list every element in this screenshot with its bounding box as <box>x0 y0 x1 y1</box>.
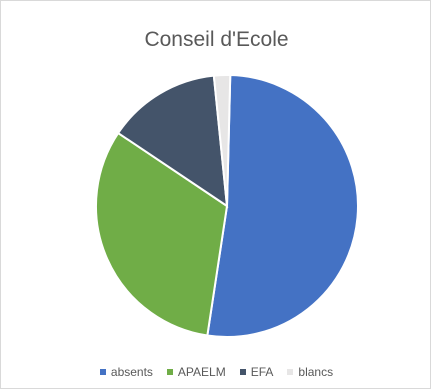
chart-legend: absents APAELM EFA blancs <box>1 365 431 379</box>
legend-swatch-absents <box>99 369 106 375</box>
legend-label-efa: EFA <box>250 365 274 379</box>
legend-label-apaelm: APAELM <box>177 365 226 379</box>
chart-title: Conseil d'Ecole <box>144 28 289 51</box>
legend-item-blancs: blancs <box>287 365 333 379</box>
legend-label-absents: absents <box>110 365 153 379</box>
pie-slice-apaelm <box>95 131 229 337</box>
legend-item-absents: absents <box>99 365 153 379</box>
pie-slice-absents <box>206 74 359 338</box>
legend-swatch-blancs <box>287 369 294 375</box>
pie-slice-efa <box>116 74 229 209</box>
legend-item-efa: EFA <box>239 365 274 379</box>
legend-swatch-apaelm <box>166 369 173 375</box>
legend-swatch-efa <box>239 369 246 375</box>
legend-label-blancs: blancs <box>298 365 334 379</box>
legend-item-apaelm: APAELM <box>166 365 226 379</box>
pie-slice-blancs <box>212 74 232 207</box>
